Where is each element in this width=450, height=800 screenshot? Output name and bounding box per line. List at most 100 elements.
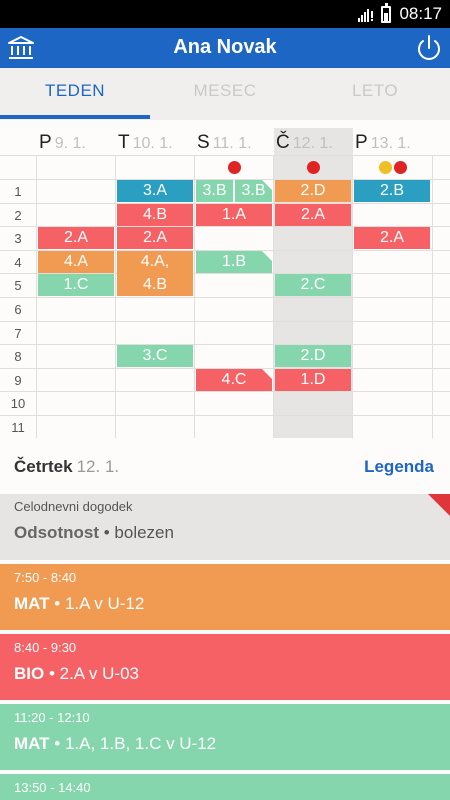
lesson-label: 2.A — [300, 206, 325, 223]
lesson-cell[interactable]: 2.B — [354, 180, 430, 202]
lesson-cell[interactable]: 3.B — [235, 180, 272, 202]
grid-hline — [0, 391, 450, 392]
power-icon[interactable] — [416, 34, 442, 62]
active-tab-indicator — [0, 115, 150, 119]
grid-hline — [0, 415, 450, 416]
event-card[interactable]: 13:50 - 14:40 — [0, 774, 450, 800]
note-corner-icon — [262, 180, 272, 190]
day-header[interactable]: P 9. 1. — [39, 132, 86, 154]
day-letter: S — [197, 132, 210, 153]
status-time: 08:17 — [399, 4, 442, 23]
grid-hline — [0, 344, 450, 345]
lesson-cell[interactable]: 2.A — [117, 227, 193, 249]
school-building-icon[interactable] — [8, 36, 34, 60]
lesson-cell[interactable]: 2.A — [38, 227, 114, 249]
event-card[interactable]: 8:40 - 9:30 BIO • 2.A v U-03 — [0, 634, 450, 700]
lesson-label: 1.A — [221, 206, 246, 223]
grid-hline — [0, 321, 450, 322]
lesson-cell[interactable]: 4.B — [117, 204, 193, 226]
lesson-label: 4.C — [221, 371, 247, 388]
all-day-text: Odsotnost • bolezen — [14, 523, 174, 542]
selected-day-bar: Četrtek 12. 1. Legenda — [0, 438, 450, 494]
app-bar: Ana Novak — [0, 28, 450, 68]
grid-hline — [0, 155, 450, 156]
event-detail: • 2.A v U-03 — [44, 664, 140, 683]
lesson-cell[interactable]: 3.B — [196, 180, 233, 202]
event-description: BIO • 2.A v U-03 — [14, 664, 139, 684]
page-title: Ana Novak — [173, 36, 277, 58]
day-letter: T — [118, 132, 130, 153]
event-dot — [307, 161, 320, 174]
lesson-label: 1.B — [221, 253, 246, 270]
event-time: 8:40 - 9:30 — [14, 640, 77, 655]
period-number: 5 — [14, 278, 22, 293]
lesson-cell[interactable]: 1.B — [196, 251, 272, 273]
period-number: 2 — [14, 208, 22, 223]
event-card[interactable]: 11:20 - 12:10 MAT • 1.A, 1.B, 1.C v U-12 — [0, 704, 450, 770]
day-letter: P — [355, 132, 368, 153]
event-subject: MAT — [14, 734, 50, 753]
grid-vline — [36, 155, 37, 438]
grid-hline — [0, 273, 450, 274]
lesson-cell[interactable]: 3.C — [117, 345, 193, 367]
lesson-cell[interactable]: 2.A — [354, 227, 430, 249]
grid-hline — [0, 179, 450, 180]
tab-mesec[interactable]: MESEC — [193, 81, 257, 100]
event-dot — [378, 161, 392, 174]
period-number: 1 — [14, 184, 22, 199]
lesson-cell[interactable]: 3.A — [117, 180, 193, 202]
lesson-label: 2.D — [300, 182, 326, 199]
lesson-label: 2.B — [379, 182, 404, 199]
event-dot — [393, 161, 407, 174]
day-header[interactable]: Č 12. 1. — [276, 132, 333, 154]
view-tabs: TEDEN MESEC LETO — [0, 68, 450, 120]
day-date: 11. 1. — [212, 135, 252, 152]
all-day-header: Celodnevni dogodek — [14, 499, 133, 514]
all-day-event[interactable]: Celodnevni dogodek Odsotnost • bolezen — [0, 494, 450, 560]
all-day-detail: bolezen — [114, 523, 174, 542]
note-corner-icon — [262, 251, 272, 261]
period-number: 11 — [11, 420, 25, 435]
legend-link[interactable]: Legenda — [364, 457, 434, 476]
lesson-label: 3.B — [202, 182, 227, 199]
grid-vline — [115, 155, 116, 438]
event-dot — [228, 161, 241, 174]
lesson-label: 4.B — [142, 206, 167, 223]
lesson-cell[interactable]: 2.A — [275, 204, 351, 226]
lesson-label: 4.A — [63, 253, 88, 270]
status-bar: 08:17 — [0, 0, 450, 28]
day-header[interactable]: S 11. 1. — [197, 132, 252, 154]
day-date: 12. 1. — [292, 135, 333, 152]
tab-leto[interactable]: LETO — [351, 81, 399, 100]
lesson-label: 1.D — [300, 371, 326, 388]
grid-hline — [0, 226, 450, 227]
grid-vline — [273, 155, 274, 438]
selected-day-date: 12. 1. — [76, 457, 120, 476]
lesson-cell[interactable]: 4.A, 4.B — [117, 251, 193, 296]
lesson-label: 2.A — [142, 229, 167, 246]
lesson-cell[interactable]: 4.A — [38, 251, 114, 273]
event-detail: • 1.A v U-12 — [49, 594, 145, 613]
event-description: MAT • 1.A v U-12 — [14, 594, 144, 614]
lesson-cell[interactable]: 1.D — [275, 369, 351, 391]
lesson-cell[interactable]: 1.C — [38, 274, 114, 296]
day-header[interactable]: T 10. 1. — [118, 132, 173, 154]
battery-icon — [381, 3, 391, 23]
lesson-label: 2.C — [300, 276, 326, 293]
lesson-cell[interactable]: 4.C — [196, 369, 272, 391]
note-corner-icon — [262, 369, 272, 379]
lesson-label: 2.D — [300, 347, 326, 364]
day-header[interactable]: P 13. 1. — [355, 132, 411, 154]
lesson-cell[interactable]: 1.A — [196, 204, 272, 226]
lesson-cell[interactable]: 2.C — [275, 274, 351, 296]
lesson-cell[interactable]: 2.D — [275, 345, 351, 367]
day-letter: P — [39, 132, 52, 153]
lesson-cell[interactable]: 2.D — [275, 180, 351, 202]
tab-teden[interactable]: TEDEN — [44, 81, 106, 100]
grid-hline — [0, 297, 450, 298]
event-card[interactable]: 7:50 - 8:40 MAT • 1.A v U-12 — [0, 564, 450, 630]
period-number: 4 — [14, 255, 22, 270]
grid-vline — [352, 155, 353, 438]
lesson-label: 3.C — [142, 347, 168, 364]
